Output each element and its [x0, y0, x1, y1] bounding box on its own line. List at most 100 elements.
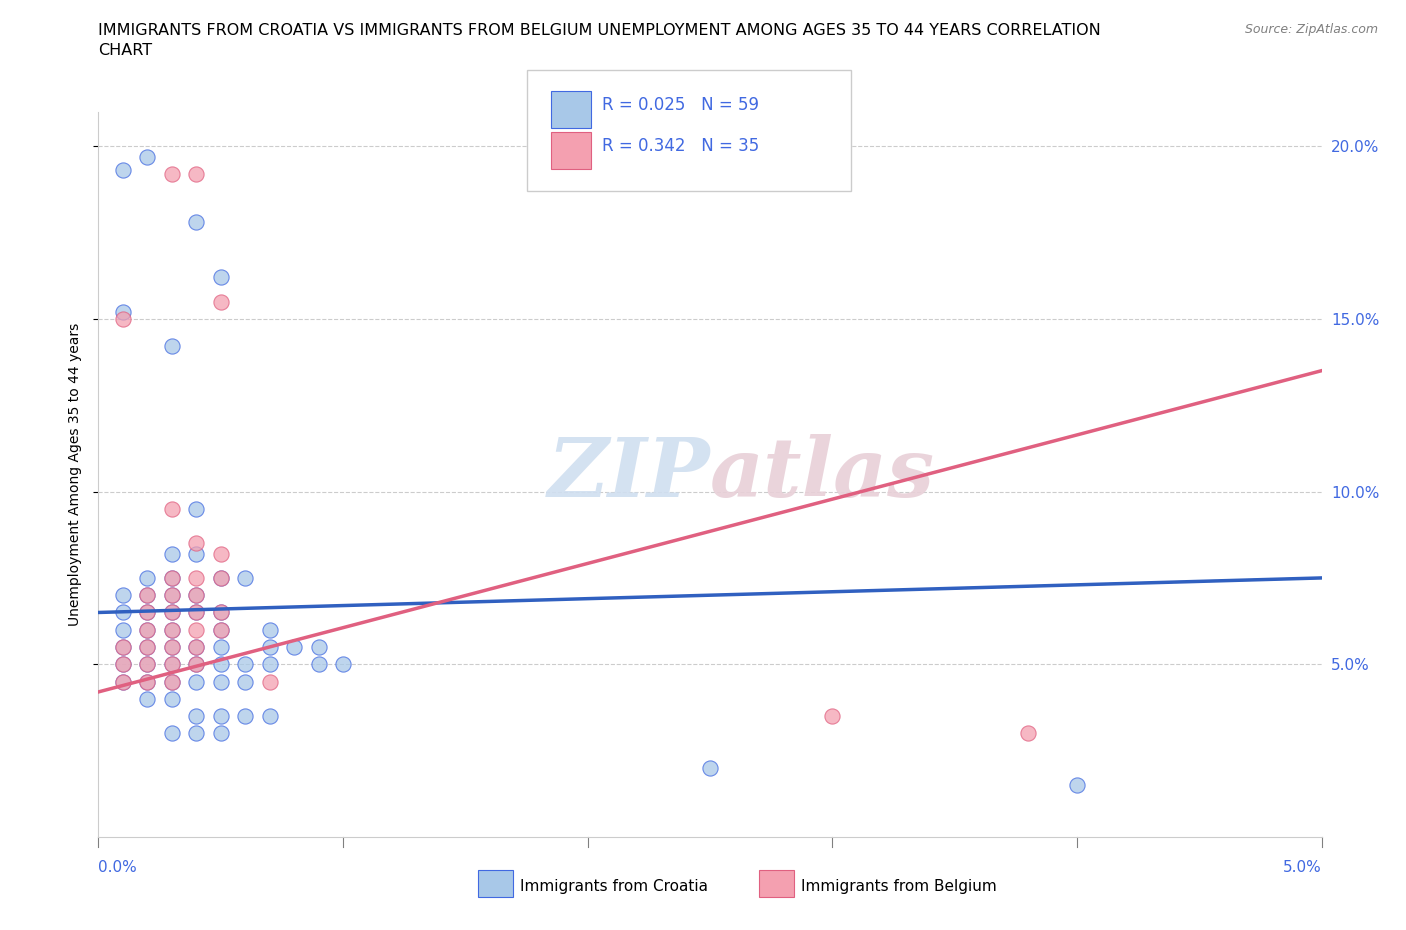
Text: R = 0.342   N = 35: R = 0.342 N = 35 — [602, 137, 759, 155]
Point — [209, 570, 232, 585]
Point — [233, 657, 256, 671]
Point — [111, 605, 134, 620]
Point — [209, 640, 232, 655]
Text: IMMIGRANTS FROM CROATIA VS IMMIGRANTS FROM BELGIUM UNEMPLOYMENT AMONG AGES 35 TO: IMMIGRANTS FROM CROATIA VS IMMIGRANTS FR… — [98, 23, 1101, 58]
Point — [186, 674, 208, 689]
Point — [209, 570, 232, 585]
Point — [209, 657, 232, 671]
Point — [160, 605, 183, 620]
Point — [821, 709, 844, 724]
Point — [209, 709, 232, 724]
Point — [186, 536, 208, 551]
Point — [186, 588, 208, 603]
Point — [209, 605, 232, 620]
Text: Source: ZipAtlas.com: Source: ZipAtlas.com — [1244, 23, 1378, 36]
Point — [160, 640, 183, 655]
Point — [283, 640, 305, 655]
Point — [186, 215, 208, 230]
Point — [136, 657, 159, 671]
Point — [186, 640, 208, 655]
Text: R = 0.025   N = 59: R = 0.025 N = 59 — [602, 96, 759, 114]
Point — [160, 570, 183, 585]
Point — [699, 761, 721, 776]
Point — [160, 726, 183, 741]
Point — [136, 657, 159, 671]
Point — [160, 588, 183, 603]
Point — [308, 657, 330, 671]
Point — [186, 657, 208, 671]
Point — [160, 501, 183, 516]
Point — [233, 709, 256, 724]
Point — [259, 709, 281, 724]
Point — [233, 570, 256, 585]
Point — [136, 674, 159, 689]
Point — [111, 674, 134, 689]
Point — [186, 622, 208, 637]
Point — [209, 294, 232, 309]
Point — [160, 339, 183, 354]
Point — [259, 640, 281, 655]
Point — [186, 726, 208, 741]
Point — [111, 312, 134, 326]
Text: 0.0%: 0.0% — [98, 860, 138, 875]
Point — [1017, 726, 1039, 741]
Point — [136, 605, 159, 620]
Text: ZIP: ZIP — [547, 434, 710, 514]
Point — [160, 674, 183, 689]
Point — [111, 304, 134, 319]
Point — [111, 588, 134, 603]
Point — [209, 270, 232, 285]
Point — [136, 570, 159, 585]
Point — [186, 605, 208, 620]
Point — [308, 640, 330, 655]
Point — [136, 588, 159, 603]
Point — [111, 674, 134, 689]
Y-axis label: Unemployment Among Ages 35 to 44 years: Unemployment Among Ages 35 to 44 years — [67, 323, 82, 626]
Point — [136, 622, 159, 637]
Point — [259, 657, 281, 671]
Point — [209, 726, 232, 741]
Point — [160, 674, 183, 689]
Point — [259, 622, 281, 637]
Point — [1066, 777, 1088, 792]
Text: Immigrants from Belgium: Immigrants from Belgium — [801, 879, 997, 894]
Text: atlas: atlas — [710, 434, 935, 514]
Point — [136, 691, 159, 706]
Point — [160, 657, 183, 671]
Point — [160, 622, 183, 637]
Point — [136, 640, 159, 655]
Point — [186, 588, 208, 603]
Point — [136, 588, 159, 603]
Point — [160, 657, 183, 671]
Point — [160, 570, 183, 585]
Point — [259, 674, 281, 689]
Point — [136, 674, 159, 689]
Point — [160, 546, 183, 561]
Point — [186, 546, 208, 561]
Point — [111, 657, 134, 671]
Point — [209, 674, 232, 689]
Point — [233, 674, 256, 689]
Text: 5.0%: 5.0% — [1282, 860, 1322, 875]
Point — [332, 657, 354, 671]
Point — [186, 657, 208, 671]
Point — [111, 163, 134, 178]
Point — [136, 149, 159, 164]
Point — [186, 166, 208, 181]
Point — [160, 588, 183, 603]
Point — [111, 640, 134, 655]
Point — [209, 546, 232, 561]
Point — [136, 605, 159, 620]
Point — [136, 640, 159, 655]
Point — [136, 622, 159, 637]
Point — [160, 166, 183, 181]
Point — [186, 570, 208, 585]
Point — [186, 640, 208, 655]
Point — [111, 622, 134, 637]
Text: Immigrants from Croatia: Immigrants from Croatia — [520, 879, 709, 894]
Point — [160, 605, 183, 620]
Point — [186, 501, 208, 516]
Point — [186, 605, 208, 620]
Point — [111, 657, 134, 671]
Point — [209, 622, 232, 637]
